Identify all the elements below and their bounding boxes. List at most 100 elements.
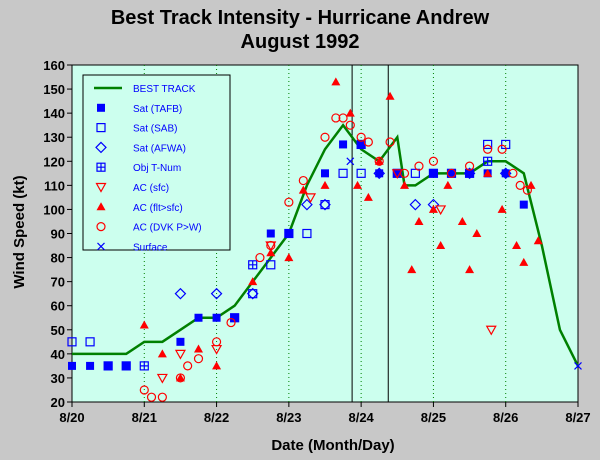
legend-label-sat-afwa: Sat (AFWA) [133, 143, 186, 154]
point-ac-dvk-p-w-20 [399, 168, 410, 178]
point-ac-flt-sfc-17 [407, 265, 417, 274]
x-tick-label-8-21: 8/21 [132, 410, 157, 425]
point-sat-tafb-6 [212, 313, 221, 322]
point-sat-tafb-20 [519, 200, 528, 209]
legend-box [82, 74, 231, 251]
y-tick-label-20: 20 [51, 395, 65, 410]
point-ac-dvk-p-w-3 [175, 373, 186, 383]
point-ac-dvk-p-w-5 [193, 354, 204, 364]
point-ac-dvk-p-w-25 [483, 144, 493, 154]
point-ac-flt-sfc-12 [353, 180, 363, 189]
point-ac-flt-sfc-10 [331, 77, 341, 86]
point-ac-dvk-p-w-8 [255, 252, 265, 263]
point-ac-dvk-p-w-28 [515, 180, 525, 190]
point-sat-afwa-4 [319, 198, 331, 211]
legend-label-ac-flt-sfc: AC (flt>sfc) [133, 203, 183, 214]
point-sat-sab-5 [302, 228, 312, 239]
series-ac-flt-sfc [139, 77, 543, 382]
point-sat-sab-12 [483, 139, 493, 150]
point-sat-sab-7 [338, 168, 348, 178]
y-tick-label-60: 60 [51, 299, 65, 314]
point-ac-flt-sfc-0 [139, 320, 149, 329]
legend-marker-sat-tafb [97, 103, 105, 112]
x-tick-label-8-23: 8/23 [276, 410, 301, 425]
y-tick-label-80: 80 [51, 251, 65, 266]
series-ac-dvk-p-w [139, 113, 533, 402]
point-ac-flt-sfc-30 [533, 236, 543, 245]
legend-marker-sat-afwa [95, 141, 107, 154]
point-ac-dvk-p-w-22 [428, 156, 439, 166]
point-ac-flt-sfc-15 [385, 91, 395, 100]
point-ac-flt-sfc-24 [472, 229, 482, 237]
point-ac-flt-sfc-2 [175, 373, 185, 382]
point-ac-flt-sfc-23 [465, 265, 475, 274]
point-sat-tafb-17 [465, 169, 474, 178]
point-ac-flt-sfc-1 [157, 349, 167, 358]
point-ac-flt-sfc-5 [248, 277, 258, 286]
point-ac-dvk-p-w-0 [139, 385, 149, 395]
point-ac-sfc-7 [485, 325, 497, 336]
legend-label-obj-t-num: Obj T-Num [133, 163, 181, 174]
point-ac-dvk-p-w-29 [522, 185, 533, 195]
y-tick-label-30: 30 [51, 371, 65, 386]
point-sat-afwa-8 [463, 167, 476, 180]
legend: BEST TRACK Sat (TAFB) Sat (SAB) Sat (AFWA) O… [82, 74, 231, 253]
point-obj-t-num-7 [428, 168, 439, 178]
point-sat-afwa-6 [409, 198, 422, 211]
point-ac-sfc-5 [391, 169, 403, 180]
point-sat-sab-0 [67, 337, 77, 347]
point-sat-sab-11 [464, 168, 475, 178]
point-ac-dvk-p-w-4 [183, 361, 193, 371]
y-tick-label-90: 90 [51, 227, 65, 242]
point-ac-sfc-6 [435, 205, 447, 216]
axes: 20 30 40 50 60 70 80 90 100 110 120 130 140 150 160 8/2… [43, 58, 590, 425]
point-obj-t-num-3 [248, 260, 258, 270]
chart-title: Best Track Intensity - Hurricane Andrew … [0, 6, 600, 54]
point-ac-flt-sfc-16 [400, 180, 410, 189]
legend-label-ac-sfc: AC (sfc) [133, 183, 169, 194]
point-sat-tafb-0 [68, 361, 76, 370]
point-ac-dvk-p-w-11 [298, 175, 308, 186]
legend-marker-ac-flt-sfc [96, 202, 106, 211]
point-ac-dvk-p-w-16 [356, 132, 366, 142]
point-sat-tafb-4 [176, 337, 185, 346]
point-ac-flt-sfc-18 [414, 216, 424, 225]
point-ac-dvk-p-w-12 [320, 132, 330, 142]
y-tick-label-140: 140 [43, 106, 65, 121]
point-ac-dvk-p-w-14 [338, 113, 348, 123]
legend-marker-ac-sfc [95, 182, 107, 193]
point-ac-dvk-p-w-24 [464, 161, 475, 171]
point-sat-sab-8 [356, 168, 366, 178]
point-ac-flt-sfc-28 [519, 257, 529, 266]
point-ac-flt-sfc-22 [457, 216, 467, 225]
point-ac-dvk-p-w-26 [497, 144, 507, 154]
point-ac-flt-sfc-9 [320, 180, 330, 189]
series-ac-sfc [156, 169, 497, 384]
point-sat-tafb-8 [266, 229, 275, 238]
x-tick-label-8-24: 8/24 [348, 410, 374, 425]
point-ac-dvk-p-w-1 [146, 392, 157, 402]
point-ac-flt-sfc-13 [363, 192, 373, 201]
point-ac-dvk-p-w-6 [211, 337, 222, 347]
x-tick-label-8-25: 8/25 [421, 410, 446, 425]
y-axis-label: Wind Speed (kt) [11, 175, 28, 288]
point-ac-sfc-0 [156, 373, 168, 384]
point-ac-dvk-p-w-13 [331, 113, 341, 123]
x-axis-label: Date (Month/Day) [271, 437, 394, 454]
point-ac-flt-sfc-4 [212, 361, 222, 370]
point-obj-t-num-8 [483, 156, 493, 166]
point-sat-sab-1 [85, 337, 95, 347]
legend-label-sat-sab: Sat (SAB) [133, 124, 177, 135]
point-obj-t-num-2 [139, 361, 149, 371]
series-sat-afwa [174, 167, 512, 300]
point-ac-flt-sfc-26 [497, 204, 507, 213]
point-sat-tafb-11 [339, 140, 348, 149]
point-obj-t-num-4 [284, 228, 294, 239]
point-ac-flt-sfc-14 [374, 156, 384, 165]
point-ac-flt-sfc-27 [512, 241, 522, 250]
x-tick-label-8-26: 8/26 [493, 410, 518, 425]
point-sat-afwa-3 [301, 198, 313, 211]
chart-title-line-2: August 1992 [240, 31, 360, 53]
point-sat-sab-4 [266, 260, 276, 270]
